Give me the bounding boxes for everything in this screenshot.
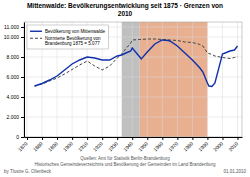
grid-line-x [162,22,163,137]
tick: 1880 [32,137,44,153]
tick-label: 2010 [227,140,239,152]
tick-label: 1950 [137,140,149,152]
tick: 2.000 [6,114,24,120]
tick: 2000 [212,137,224,153]
tick-mark [162,137,163,140]
tick-label: 1930 [107,140,119,152]
tick: 1930 [107,137,119,153]
tick-mark [72,137,73,140]
plot-area [24,22,242,137]
grid-line-x [177,22,178,137]
tick: 1910 [77,137,89,153]
tick-mark [132,137,133,140]
legend-label: Bevölkerung von Mittenwalde [45,29,105,34]
tick-mark [207,137,208,140]
subtitle: 2010 [118,10,133,17]
tick-label: 2.000 [6,114,19,120]
tick-mark [147,137,148,140]
grid-line-x [222,22,223,137]
tick: 10.000 [4,34,24,40]
tick-mark [237,137,238,140]
tick-mark [21,77,24,78]
grid-line-x [132,22,133,137]
tick-mark [192,137,193,140]
tick: 1990 [197,137,209,153]
tick: 8.000 [6,54,24,60]
legend-swatch [30,31,42,32]
annotation: by Tlustre G. Ollenbeck [4,169,52,174]
tick: 1970 [167,137,179,153]
tick: 4.000 [6,94,24,100]
tick-label: 8.000 [6,54,19,60]
tick: 11.000 [4,24,24,30]
tick-mark [21,97,24,98]
tick-mark [42,137,43,140]
tick-label: 4.000 [6,94,19,100]
tick-mark [57,137,58,140]
legend: Bevölkerung von Mittenwalde Normierte Bev… [27,25,108,49]
plot-frame [24,22,242,137]
tick-mark [102,137,103,140]
tick-label: 1900 [62,140,74,152]
tick-label: 1870 [17,140,29,152]
tick-label: 10.000 [4,34,20,40]
legend-swatch [30,38,42,39]
tick-label: 1880 [32,140,44,152]
tick-label: 1970 [167,140,179,152]
tick-label: 1910 [77,140,89,152]
period-span [122,22,140,137]
tick-mark [21,57,24,58]
tick-label: 0 [16,134,19,140]
tick: 1900 [62,137,74,153]
annotation: Quellen: Amt für Statistik Berlin-Brande… [80,156,170,161]
tick-mark [177,137,178,140]
tick: 6.000 [6,74,24,80]
x-axis: 1870188018901900191019201930194019501960… [17,137,243,153]
tick-mark [21,137,24,138]
tick: 2010 [227,137,239,153]
tick-label: 1990 [197,140,209,152]
tick-mark [27,137,28,140]
annotation: 01.01.2010 [223,169,246,174]
tick-label: 1890 [47,140,59,152]
tick-mark [87,137,88,140]
tick-mark [21,27,24,28]
tick: 1950 [137,137,149,153]
tick-label: 1960 [152,140,164,152]
grid-line-x [192,22,193,137]
annotation: Historisches Gemeindeverzeichnis und Bev… [35,162,216,167]
legend-label: Normierte Bevölkerung vonBrandenburg 187… [45,36,101,47]
tick-mark [222,137,223,140]
tick-label: 6.000 [6,74,19,80]
grid [24,22,242,137]
grid-line-x [117,22,118,137]
chart: 1870188018901900191019201930194019501960… [0,0,250,177]
tick: 1890 [47,137,59,153]
tick-mark [21,37,24,38]
grid-line-y [24,97,242,98]
tick: 1960 [152,137,164,153]
tick: 1920 [92,137,104,153]
tick-label: 1980 [182,140,194,152]
tick-mark [21,117,24,118]
tick-label: 11.000 [4,24,19,30]
tick: 0 [16,134,24,140]
legend-box [27,25,108,49]
grid-line-x [237,22,238,137]
tick-label: 2000 [212,140,224,152]
tick: 1980 [182,137,194,153]
tick-mark [117,137,118,140]
y-axis: 0 2.000 4.000 6.000 8.000 10.000 11.000 [4,23,25,141]
axis-line [24,23,25,138]
tick-label: 1940 [122,140,134,152]
grid-line-x [207,22,208,137]
tick: 1940 [122,137,134,153]
grid-line-x [147,22,148,137]
tick-label: 1920 [92,140,104,152]
grid-line-y [24,117,242,118]
grid-line-y [24,57,242,58]
